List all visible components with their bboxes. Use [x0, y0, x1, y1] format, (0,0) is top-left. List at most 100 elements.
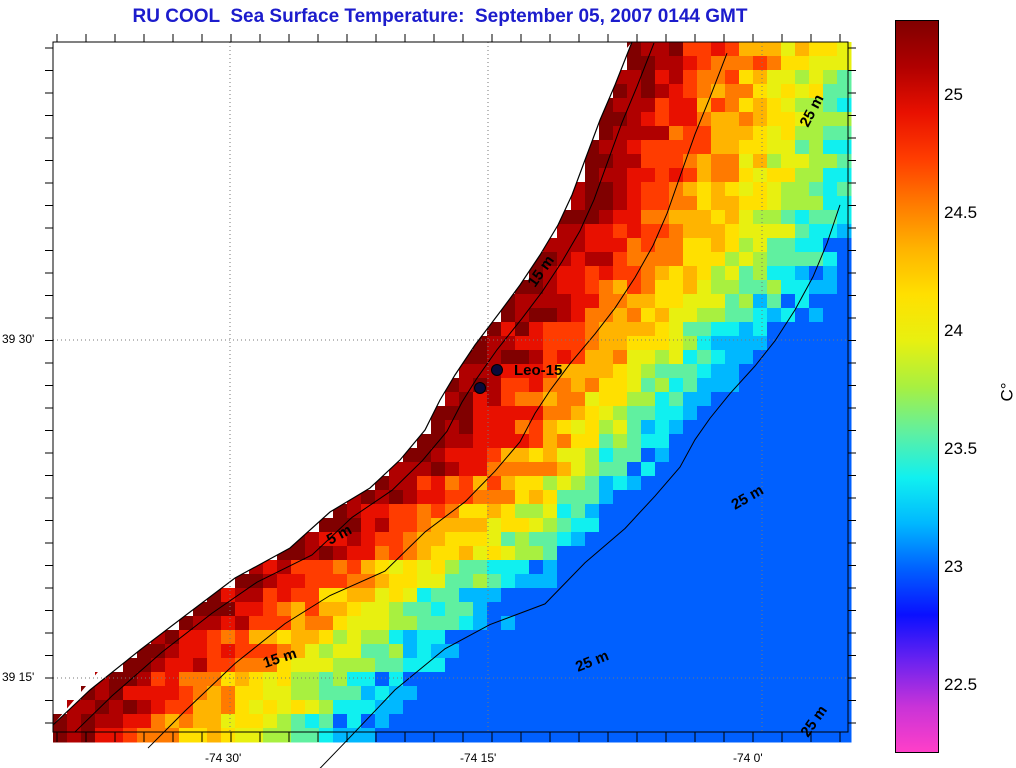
sst-cell-841	[459, 518, 474, 533]
sst-cell-1403	[333, 686, 348, 701]
sst-cell-1222	[767, 630, 782, 645]
sst-cell-1557	[109, 728, 124, 743]
sst-cell-949	[837, 546, 852, 561]
sst-cell-1311	[571, 658, 586, 673]
sst-cell-1553	[53, 728, 68, 743]
sst-cell-1274	[781, 644, 796, 659]
sst-cell-1349	[347, 672, 362, 687]
sst-cell-1278	[837, 644, 852, 659]
sst-cell-155	[809, 154, 824, 169]
sst-cell-36	[669, 70, 684, 85]
sst-cell-698	[487, 462, 502, 477]
sst-cell-716	[739, 462, 754, 477]
sst-cell-717	[753, 462, 768, 477]
sst-cell-477	[781, 350, 796, 365]
sst-cell-480	[823, 350, 838, 365]
sst-cell-1064	[585, 588, 600, 603]
sst-cell-598	[431, 420, 446, 435]
sst-cell-1546	[753, 714, 768, 729]
sst-cell-185	[683, 182, 698, 197]
sst-cell-1551	[823, 714, 838, 729]
sst-cell-1245	[375, 644, 390, 659]
sst-cell-661	[431, 448, 446, 463]
sst-cell-192	[781, 182, 796, 197]
sst-cell-1565	[221, 728, 236, 743]
sst-cell-469	[669, 350, 684, 365]
sst-cell-842	[473, 518, 488, 533]
sst-cell-1434	[767, 686, 782, 701]
sst-cell-1270	[725, 644, 740, 659]
sst-cell-705	[585, 462, 600, 477]
sst-cell-1405	[361, 686, 376, 701]
sst-cell-537	[823, 378, 838, 393]
sst-cell-28	[795, 56, 810, 71]
sst-cell-532	[753, 378, 768, 393]
sst-cell-1092	[319, 602, 334, 617]
sst-cell-487	[529, 364, 544, 379]
sst-cell-193	[795, 182, 810, 197]
sst-cell-1386	[95, 686, 110, 701]
sst-cell-1363	[543, 672, 558, 687]
sst-cell-1246	[389, 644, 404, 659]
sst-cell-1254	[501, 644, 516, 659]
sst-cell-948	[823, 546, 838, 561]
sst-cell-903	[767, 532, 782, 547]
sst-cell-936	[655, 546, 670, 561]
sst-cell-1378	[753, 672, 768, 687]
sst-cell-529	[711, 378, 726, 393]
sst-cell-1243	[347, 644, 362, 659]
sst-cell-372	[795, 294, 810, 309]
sst-cell-1397	[249, 686, 264, 701]
sst-cell-656	[809, 434, 824, 449]
sst-cell-886	[529, 532, 544, 547]
sst-cell-303	[837, 252, 852, 267]
sst-cell-11	[781, 42, 796, 57]
sst-cell-593	[781, 406, 796, 421]
sst-cell-1098	[403, 602, 418, 617]
sst-cell-830	[837, 504, 852, 519]
sst-cell-331	[571, 280, 586, 295]
sst-cell-729	[445, 476, 460, 491]
sst-cell-1307	[515, 658, 530, 673]
sst-cell-354	[543, 294, 558, 309]
sst-cell-609	[585, 420, 600, 435]
sst-cell-291	[669, 252, 684, 267]
sst-cell-459	[529, 350, 544, 365]
sst-cell-460	[543, 350, 558, 365]
sst-cell-892	[613, 532, 628, 547]
sst-cell-205	[683, 196, 698, 211]
sst-cell-171	[767, 168, 782, 183]
sst-cell-1424	[627, 686, 642, 701]
sst-cell-1530	[529, 714, 544, 729]
sst-cell-174	[809, 168, 824, 183]
sst-cell-1013	[515, 574, 530, 589]
sst-cell-1482	[655, 700, 670, 715]
sst-cell-1506	[193, 714, 208, 729]
sst-cell-1114	[627, 602, 642, 617]
sst-cell-599	[445, 420, 460, 435]
sst-cell-1214	[655, 630, 670, 645]
sst-cell-676	[641, 448, 656, 463]
sst-cell-1102	[459, 602, 474, 617]
sst-cell-298	[767, 252, 782, 267]
sst-cell-101	[837, 112, 852, 127]
sst-cell-329	[543, 280, 558, 295]
sst-cell-928	[543, 546, 558, 561]
sst-cell-402	[501, 322, 516, 337]
colorbar-tick-23-5: 23.5	[944, 439, 978, 458]
sst-cell-1249	[431, 644, 446, 659]
sst-cell-1533	[571, 714, 586, 729]
sst-cell-828	[809, 504, 824, 519]
sst-cell-286	[599, 252, 614, 267]
sst-cell-1465	[417, 700, 432, 715]
sst-cell-1450	[207, 700, 222, 715]
sst-cell-1217	[697, 630, 712, 645]
sst-cell-168	[725, 168, 740, 183]
sst-cell-288	[627, 252, 642, 267]
sst-cell-1373	[683, 672, 698, 687]
sst-cell-923	[473, 546, 488, 561]
sst-cell-969	[515, 560, 530, 575]
sst-cell-1346	[305, 672, 320, 687]
sst-cell-1074	[725, 588, 740, 603]
sst-cell-311	[627, 266, 642, 281]
